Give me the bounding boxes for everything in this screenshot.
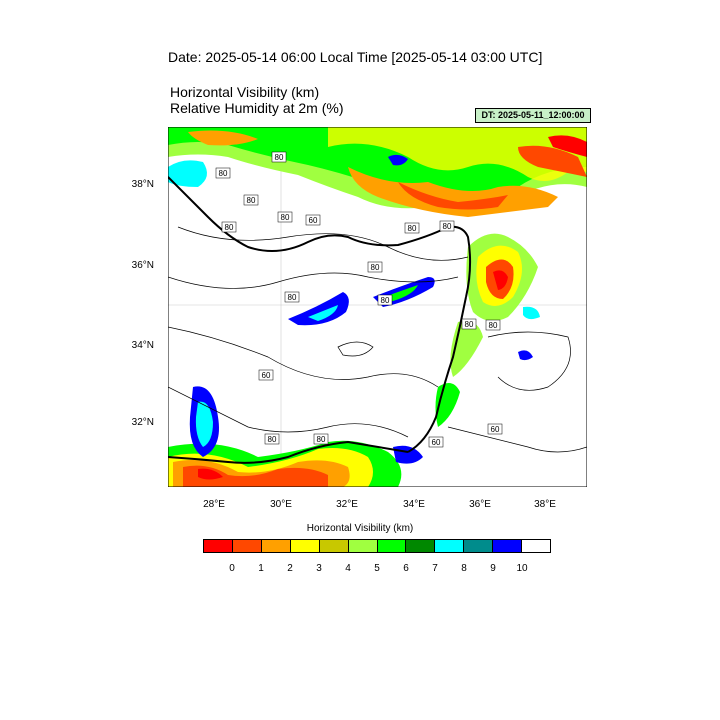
- init-time-badge: DT: 2025-05-11_12:00:00: [475, 108, 591, 123]
- lon-label: 28°E: [203, 499, 225, 510]
- contour-label: 80: [243, 194, 259, 206]
- lat-label: 32°N: [131, 417, 154, 428]
- contour-label: 80: [461, 318, 477, 330]
- contour-label: 80: [367, 261, 383, 273]
- contour-label-text: 80: [225, 223, 234, 232]
- contour-label: 80: [284, 291, 300, 303]
- contour-label-text: 60: [491, 425, 500, 434]
- colorbar-title: Horizontal Visibility (km): [306, 523, 414, 534]
- contour-label-text: 60: [309, 216, 318, 225]
- contour-label: 80: [439, 220, 455, 232]
- contour-label-text: 80: [443, 222, 452, 231]
- colorbar-tick-label: 8: [461, 563, 467, 574]
- colorbar-swatch: [348, 540, 378, 552]
- variable-title-visibility: Horizontal Visibility (km): [170, 84, 320, 100]
- colorbar-tick-label: 10: [516, 563, 528, 574]
- lon-label: 36°E: [469, 499, 491, 510]
- visibility-field-east: [435, 233, 540, 427]
- colorbar-tick-label: 3: [316, 563, 322, 574]
- contour-label: 80: [271, 151, 287, 163]
- humidity-contours: [168, 226, 587, 453]
- contour-label-text: 80: [281, 213, 290, 222]
- colorbar-tick-label: 4: [345, 563, 351, 574]
- colorbar-swatch: [435, 540, 465, 552]
- contour-label: 80: [485, 319, 501, 331]
- colorbar-swatch: [493, 540, 523, 552]
- contour-label: 80: [264, 433, 280, 445]
- colorbar-swatch: [319, 540, 349, 552]
- colorbar-swatch: [261, 540, 291, 552]
- visibility-field-south: [168, 386, 423, 487]
- lon-label: 30°E: [270, 499, 292, 510]
- colorbar-swatch: [204, 540, 233, 552]
- contour-label: 60: [258, 369, 274, 381]
- variable-title-humidity: Relative Humidity at 2m (%): [170, 100, 344, 116]
- colorbar-swatch: [377, 540, 407, 552]
- map-panel: 80 80 80 80 80 60 80 80 80 80 80 80 80 6…: [168, 127, 587, 487]
- contour-label: 60: [487, 423, 503, 435]
- contour-label-text: 80: [489, 321, 498, 330]
- lat-label: 36°N: [131, 260, 154, 271]
- contour-label-text: 80: [465, 320, 474, 329]
- colorbar-tick-label: 7: [432, 563, 438, 574]
- colorbar-tick-label: 9: [490, 563, 496, 574]
- contour-label-text: 80: [247, 196, 256, 205]
- lon-label: 34°E: [403, 499, 425, 510]
- colorbar-swatch: [232, 540, 262, 552]
- lat-label: 34°N: [131, 340, 154, 351]
- colorbar-swatch: [406, 540, 436, 552]
- contour-label: 80: [221, 221, 237, 233]
- colorbar-tick-label: 0: [229, 563, 235, 574]
- date-title: Date: 2025-05-14 06:00 Local Time [2025-…: [168, 49, 543, 65]
- colorbar-tick-label: 1: [258, 563, 264, 574]
- contour-label-text: 60: [432, 438, 441, 447]
- contour-label-text: 60: [262, 371, 271, 380]
- contour-label-text: 80: [381, 296, 390, 305]
- colorbar-tick-label: 2: [287, 563, 293, 574]
- lon-label: 32°E: [336, 499, 358, 510]
- contour-label-text: 80: [371, 263, 380, 272]
- contour-label-text: 80: [275, 153, 284, 162]
- contour-label: 60: [428, 436, 444, 448]
- colorbar-swatch: [290, 540, 320, 552]
- contour-label: 80: [377, 294, 393, 306]
- colorbar: [203, 539, 551, 553]
- contour-label-text: 80: [317, 435, 326, 444]
- contour-label: 80: [215, 167, 231, 179]
- contour-label-group: 80 80 80 80 80 60 80 80 80 80 80 80 80 6…: [215, 151, 503, 448]
- coastline: [168, 176, 472, 464]
- colorbar-tick-label: 6: [403, 563, 409, 574]
- contour-label-text: 80: [219, 169, 228, 178]
- lon-label: 38°E: [534, 499, 556, 510]
- contour-label: 80: [313, 433, 329, 445]
- contour-label-text: 80: [288, 293, 297, 302]
- visibility-field-north: [168, 127, 587, 217]
- contour-label: 60: [305, 214, 321, 226]
- contour-label-text: 80: [408, 224, 417, 233]
- colorbar-swatch: [464, 540, 494, 552]
- contour-label: 80: [404, 222, 420, 234]
- colorbar-swatch: [522, 540, 551, 552]
- colorbar-tick-label: 5: [374, 563, 380, 574]
- contour-label: 80: [277, 211, 293, 223]
- contour-label-text: 80: [268, 435, 277, 444]
- lat-label: 38°N: [131, 179, 154, 190]
